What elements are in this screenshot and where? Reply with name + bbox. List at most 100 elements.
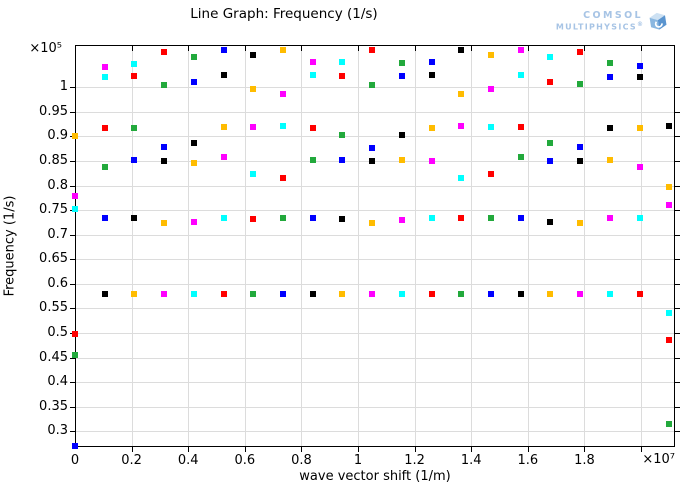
tick-mark <box>675 308 680 309</box>
tick-mark <box>675 87 680 88</box>
y-axis-label: Frequency (1/s) <box>2 195 18 297</box>
data-point <box>309 156 316 163</box>
tick-mark <box>70 431 75 432</box>
data-point <box>161 219 168 226</box>
data-point <box>250 123 257 130</box>
data-point <box>161 157 168 164</box>
y-tick-label: 0.75 <box>39 202 68 218</box>
data-point <box>131 290 138 297</box>
data-point <box>606 214 613 221</box>
data-point <box>547 290 554 297</box>
data-point <box>428 58 435 65</box>
tick-mark <box>675 284 680 285</box>
x-axis-multiplier: ×10⁷ <box>642 452 675 467</box>
tick-mark <box>675 431 680 432</box>
gridline <box>76 407 674 408</box>
data-point <box>101 163 108 170</box>
data-point <box>577 157 584 164</box>
gridline <box>76 284 674 285</box>
tick-mark <box>70 284 75 285</box>
data-point <box>339 290 346 297</box>
data-point <box>398 156 405 163</box>
data-point <box>517 154 524 161</box>
data-point <box>369 219 376 226</box>
plot-frame <box>75 45 675 447</box>
data-point <box>101 214 108 221</box>
gridline <box>76 259 674 260</box>
y-tick-label: 0.4 <box>47 374 68 390</box>
data-point <box>666 122 673 129</box>
y-tick-label: 0.55 <box>39 300 68 316</box>
data-point <box>577 48 584 55</box>
data-point <box>398 131 405 138</box>
data-point <box>280 214 287 221</box>
data-point <box>101 124 108 131</box>
tick-mark <box>528 447 529 452</box>
data-point <box>339 58 346 65</box>
data-point <box>72 330 78 337</box>
data-point <box>458 122 465 129</box>
data-point <box>666 421 673 428</box>
data-point <box>547 157 554 164</box>
data-point <box>398 59 405 66</box>
gridline <box>76 235 674 236</box>
data-point <box>339 73 346 80</box>
gridline <box>76 112 674 113</box>
data-point <box>101 290 108 297</box>
data-point <box>190 79 197 86</box>
tick-mark <box>471 46 472 51</box>
data-point <box>428 157 435 164</box>
gridline <box>415 46 416 446</box>
x-tick-label: 0.2 <box>121 453 142 468</box>
data-point <box>606 124 613 131</box>
tick-mark <box>675 382 680 383</box>
tick-mark <box>70 161 75 162</box>
comsol-logo-text: COMSOL MULTIPHYSICS® <box>556 10 643 32</box>
data-point <box>280 91 287 98</box>
data-point <box>636 214 643 221</box>
tick-mark <box>70 87 75 88</box>
data-point <box>488 86 495 93</box>
tick-mark <box>675 210 680 211</box>
gridline <box>641 46 642 446</box>
gridline <box>358 46 359 446</box>
tick-mark <box>188 447 189 452</box>
data-point <box>488 214 495 221</box>
gridline <box>76 210 674 211</box>
data-point <box>220 154 227 161</box>
y-tick-label: 0.3 <box>47 423 68 439</box>
data-point <box>428 124 435 131</box>
data-point <box>72 192 78 199</box>
x-tick-label: 1.6 <box>517 453 539 468</box>
data-point <box>636 124 643 131</box>
y-tick-label: 0.8 <box>47 177 68 193</box>
y-tick-label: 0.6 <box>47 275 68 291</box>
data-point <box>220 123 227 130</box>
data-point <box>280 122 287 129</box>
tick-mark <box>675 235 680 236</box>
data-point <box>428 214 435 221</box>
comsol-cube-icon <box>649 12 667 30</box>
tick-mark <box>641 447 642 452</box>
data-point <box>488 123 495 130</box>
tick-mark <box>675 186 680 187</box>
y-tick-label: 1 <box>59 79 68 95</box>
data-point <box>131 214 138 221</box>
gridline <box>301 46 302 446</box>
tick-mark <box>415 447 416 452</box>
data-point <box>131 124 138 131</box>
data-point <box>101 63 108 70</box>
data-point <box>547 218 554 225</box>
tick-mark <box>70 407 75 408</box>
data-point <box>309 214 316 221</box>
data-point <box>250 51 257 58</box>
tick-mark <box>70 259 75 260</box>
y-tick-label: 0.85 <box>39 152 68 168</box>
data-point <box>250 86 257 93</box>
data-point <box>309 58 316 65</box>
y-axis-multiplier: ×10⁵ <box>29 41 62 56</box>
tick-mark <box>675 259 680 260</box>
tick-mark <box>70 112 75 113</box>
comsol-logo: COMSOL MULTIPHYSICS® <box>556 10 669 32</box>
